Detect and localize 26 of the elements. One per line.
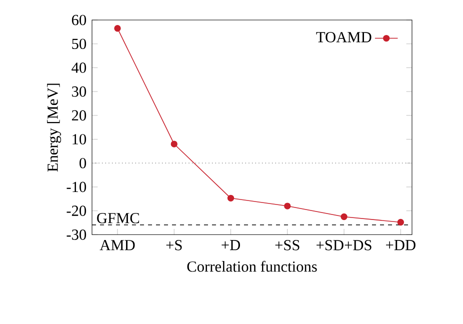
y-tick-label: -10	[66, 182, 86, 192]
x-tick-label: +S	[166, 240, 182, 250]
x-tick-label: AMD	[100, 240, 135, 250]
point	[284, 202, 291, 210]
point	[114, 25, 121, 32]
y-tick-label: 50	[72, 38, 86, 50]
x-tick-label: +SD+DS	[316, 240, 372, 250]
y-tick-label: 20	[72, 110, 86, 121]
x-tick-label: +D	[222, 240, 240, 250]
y-tick-label: 60	[72, 14, 86, 26]
y-tick-label: 0	[80, 158, 86, 168]
point	[397, 218, 404, 226]
y-tick-label: -30	[66, 229, 86, 240]
ref-line-label: GFMC	[97, 212, 140, 224]
point	[340, 213, 348, 220]
point	[170, 140, 178, 148]
y-axis-title: Energy [MeV]	[47, 84, 62, 172]
y-tick-label: -20	[66, 206, 86, 216]
y-tick-label: 10	[72, 134, 86, 144]
y-tick-label: 40	[72, 62, 86, 73]
point	[227, 194, 234, 202]
y-tick-label: 30	[72, 86, 86, 97]
legend-label: TOAMD	[316, 32, 372, 42]
x-tick-label: +DD	[386, 240, 416, 250]
x-axis-title: Correlation functions	[187, 260, 317, 272]
x-tick-label: +SS	[275, 240, 300, 250]
